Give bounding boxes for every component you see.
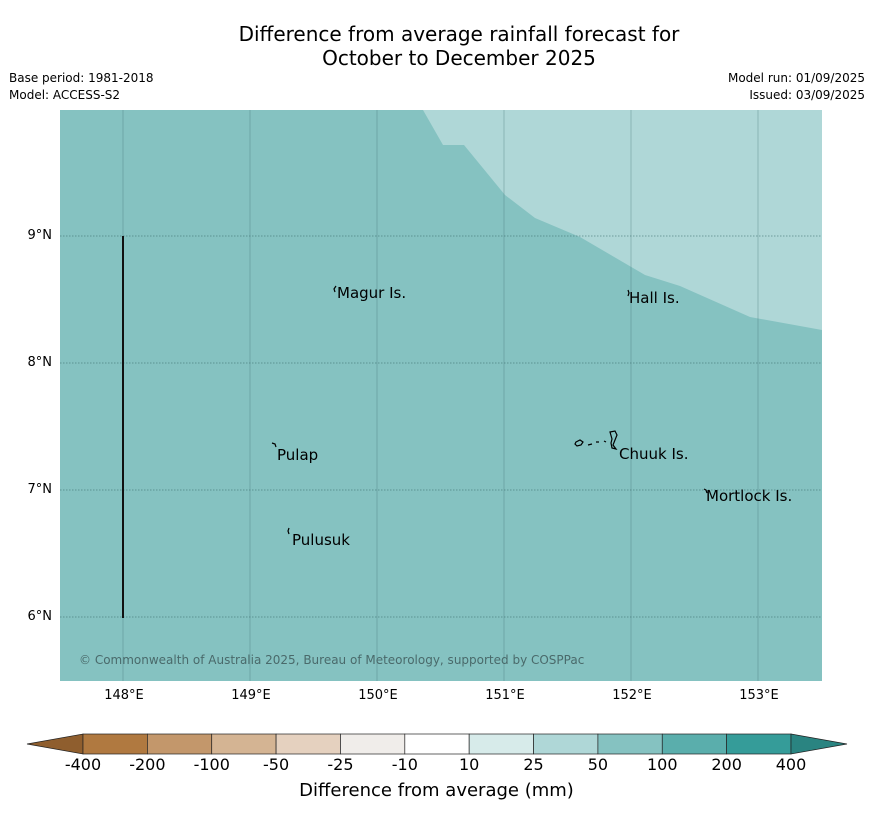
colorbar-tick-label: 10 bbox=[458, 755, 480, 774]
colorbar-segment bbox=[597, 733, 663, 755]
lat-label-7n: 7°N bbox=[27, 482, 53, 497]
colorbar-segment bbox=[533, 733, 599, 755]
colorbar-segment bbox=[275, 733, 341, 755]
meta-left: Base period: 1981-2018 Model: ACCESS-S2 bbox=[9, 70, 154, 104]
model-name: Model: ACCESS-S2 bbox=[9, 88, 121, 102]
chuuk-lagoon-east bbox=[609, 430, 618, 450]
colorbar-tick-label: 25 bbox=[523, 755, 544, 774]
lon-label-151e: 151°E bbox=[485, 688, 525, 703]
colorbar-tick-label: -10 bbox=[391, 755, 418, 774]
map-layers bbox=[60, 110, 822, 681]
colorbar-segment bbox=[468, 733, 534, 755]
place-label-magur: Magur Is. bbox=[337, 284, 407, 302]
colorbar-tick-label: -200 bbox=[129, 755, 166, 774]
island-outlines bbox=[271, 285, 708, 535]
place-label-mortlock: Mortlock Is. bbox=[706, 487, 793, 505]
forecast-map[interactable]: Magur Is. Hall Is. Pulap Chuuk Is. Mortl… bbox=[60, 110, 822, 681]
upper-anomaly-region bbox=[423, 110, 822, 330]
colorbar-tick-label: -25 bbox=[327, 755, 354, 774]
pulusuk-island bbox=[287, 527, 290, 535]
colorbar-title: Difference from average (mm) bbox=[299, 780, 574, 801]
hall-island bbox=[627, 289, 630, 297]
colorbar-tick-label: -50 bbox=[263, 755, 290, 774]
lat-label-6n: 6°N bbox=[27, 609, 53, 624]
base-period: Base period: 1981-2018 bbox=[9, 71, 154, 85]
graticule bbox=[60, 235, 822, 618]
colorbar-tick-label: -400 bbox=[64, 755, 102, 774]
lon-label-149e: 149°E bbox=[231, 688, 271, 703]
colorbar-segment bbox=[211, 733, 277, 755]
colorbar-segment bbox=[404, 733, 470, 755]
colorbar-segment bbox=[147, 733, 213, 755]
colorbar-tick-label: 50 bbox=[587, 755, 609, 774]
colorbar-segment bbox=[726, 733, 792, 755]
title-line-1: Difference from average rainfall forecas… bbox=[238, 22, 680, 46]
pulap-island bbox=[271, 442, 277, 448]
colorbar-segment bbox=[340, 733, 406, 755]
colorbar-tick-label: 100 bbox=[646, 755, 678, 774]
color-legend-bar bbox=[26, 733, 848, 755]
lon-label-153e: 153°E bbox=[739, 688, 779, 703]
colorbar-segment bbox=[661, 733, 727, 755]
map-title: Difference from average rainfall forecas… bbox=[0, 22, 873, 70]
lon-label-150e: 150°E bbox=[358, 688, 398, 703]
meta-right: Model run: 01/09/2025 Issued: 03/09/2025 bbox=[728, 70, 865, 104]
colorbar-tick-label: -100 bbox=[193, 755, 230, 774]
place-label-hall: Hall Is. bbox=[629, 289, 680, 307]
mortlock-island bbox=[703, 488, 708, 494]
model-run: Model run: 01/09/2025 bbox=[727, 71, 865, 85]
colorbar-high-extend bbox=[790, 733, 848, 755]
place-label-pulusuk: Pulusuk bbox=[292, 531, 350, 549]
colorbar-tick-label: 400 bbox=[775, 755, 807, 774]
place-label-chuuk: Chuuk Is. bbox=[619, 445, 689, 463]
title-line-2: October to December 2025 bbox=[322, 46, 596, 70]
magur-island bbox=[333, 285, 337, 293]
place-label-pulap: Pulap bbox=[277, 446, 319, 464]
lon-label-152e: 152°E bbox=[612, 688, 652, 703]
copyright-notice: © Commonwealth of Australia 2025, Bureau… bbox=[79, 653, 585, 667]
colorbar-segment bbox=[82, 733, 148, 755]
lat-label-9n: 9°N bbox=[27, 228, 53, 243]
colorbar-low-extend bbox=[26, 733, 84, 755]
colorbar-tick-label: 200 bbox=[711, 755, 742, 774]
chuuk-lagoon-west bbox=[574, 439, 584, 447]
issued-date: Issued: 03/09/2025 bbox=[749, 88, 865, 102]
lon-label-148e: 148°E bbox=[104, 688, 144, 703]
chuuk-reef bbox=[587, 440, 607, 446]
lat-label-8n: 8°N bbox=[27, 355, 53, 370]
